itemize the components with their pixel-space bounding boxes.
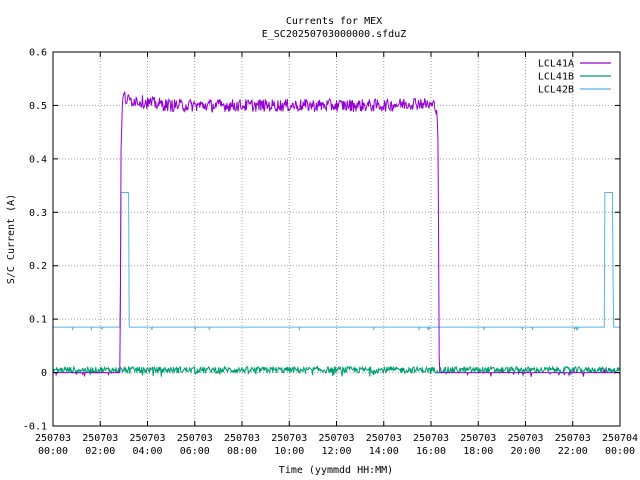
x-tick-label-date: 250703 <box>507 433 543 444</box>
x-axis-ticks: 250703 00:00 250703 02:00 250703 04:00 250703 0… <box>35 52 638 457</box>
chart-subtitle: E_SC20250703000000.sfduZ <box>262 29 407 40</box>
x-tick-label-time: 04:00 <box>132 446 162 457</box>
x-tick-label-time: 06:00 <box>180 446 210 457</box>
x-tick-label-time: 16:00 <box>416 446 446 457</box>
y-tick-label: 0.2 <box>29 261 47 272</box>
x-tick-label-time: 10:00 <box>274 446 304 457</box>
x-tick-label-date: 250703 <box>82 433 118 444</box>
x-tick-label-date: 250703 <box>129 433 165 444</box>
x-tick-label-date: 250704 <box>602 433 638 444</box>
x-tick-label-time: 20:00 <box>510 446 540 457</box>
y-axis-label: S/C Current (A) <box>6 194 17 284</box>
series-layer <box>52 91 621 377</box>
x-tick-label-time: 00:00 <box>605 446 635 457</box>
x-tick-label-time: 18:00 <box>463 446 493 457</box>
x-tick-label-time: 08:00 <box>227 446 257 457</box>
y-tick-label: 0.6 <box>29 48 47 59</box>
x-tick-label-date: 250703 <box>555 433 591 444</box>
x-tick-label-date: 250703 <box>460 433 496 444</box>
legend-label: LCL41A <box>538 59 574 70</box>
grid-lines <box>53 52 620 426</box>
y-tick-label: 0.4 <box>29 154 47 165</box>
x-tick-label-date: 250703 <box>318 433 354 444</box>
y-axis-ticks: -0.1 0 0.1 0.2 0.3 0.4 0.5 0.6 <box>23 48 620 433</box>
legend-label: LCL41B <box>538 72 574 83</box>
x-tick-label-date: 250703 <box>413 433 449 444</box>
y-tick-label: 0.3 <box>29 208 47 219</box>
x-tick-label-date: 250703 <box>271 433 307 444</box>
y-tick-label: 0.1 <box>29 315 47 326</box>
x-tick-label-date: 250703 <box>177 433 213 444</box>
x-tick-label-time: 00:00 <box>38 446 68 457</box>
series-line-lcl41b <box>52 364 621 377</box>
series-line-lcl42b <box>53 192 620 332</box>
y-tick-label: -0.1 <box>23 422 47 433</box>
chart-title: Currents for MEX <box>286 16 382 27</box>
legend: LCL41A LCL41B LCL42B <box>538 59 611 96</box>
x-tick-label-date: 250703 <box>224 433 260 444</box>
series-line-lcl41a <box>53 91 621 377</box>
x-axis-label: Time (yymmdd HH:MM) <box>279 465 393 476</box>
legend-label: LCL42B <box>538 85 574 96</box>
y-tick-label: 0 <box>41 368 47 379</box>
x-tick-label-time: 02:00 <box>85 446 115 457</box>
x-tick-label-time: 22:00 <box>558 446 588 457</box>
x-tick-label-date: 250703 <box>366 433 402 444</box>
y-tick-label: 0.5 <box>29 101 47 112</box>
x-tick-label-date: 250703 <box>35 433 71 444</box>
x-tick-label-time: 14:00 <box>369 446 399 457</box>
x-tick-label-time: 12:00 <box>321 446 351 457</box>
